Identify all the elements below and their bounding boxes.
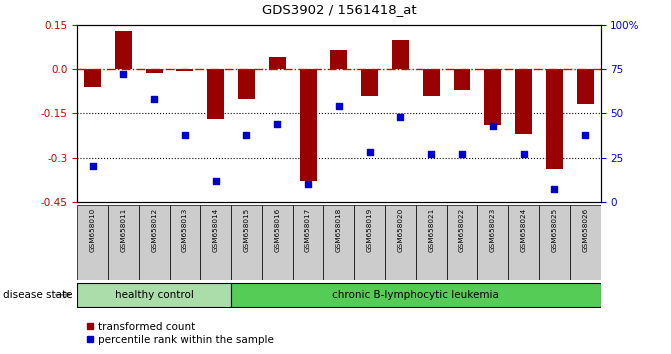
Bar [477, 205, 508, 280]
Text: GSM658012: GSM658012 [151, 207, 157, 252]
Point [149, 96, 160, 102]
Text: GSM658015: GSM658015 [244, 207, 250, 252]
Bar [515, 69, 532, 134]
Bar [570, 205, 601, 280]
Bar [293, 205, 323, 280]
Point [487, 123, 498, 129]
Bar [508, 205, 539, 280]
Text: GSM658013: GSM658013 [182, 207, 188, 252]
Bar [77, 205, 108, 280]
Text: GSM658020: GSM658020 [397, 207, 403, 252]
Text: healthy control: healthy control [115, 290, 193, 300]
Bar [385, 205, 416, 280]
Bar [576, 69, 594, 104]
Text: GSM658014: GSM658014 [213, 207, 219, 252]
Bar [423, 69, 440, 96]
Point [580, 132, 590, 137]
Bar [354, 205, 385, 280]
Point [272, 121, 282, 127]
Text: GSM658019: GSM658019 [366, 207, 372, 252]
Point [333, 103, 344, 109]
Text: GSM658023: GSM658023 [490, 207, 496, 252]
Bar [539, 205, 570, 280]
Point [303, 181, 313, 187]
Bar [299, 69, 317, 181]
Text: GSM658021: GSM658021 [428, 207, 434, 252]
Text: GSM658024: GSM658024 [521, 207, 527, 252]
Text: GSM658017: GSM658017 [305, 207, 311, 252]
Bar [361, 69, 378, 96]
Bar [231, 283, 601, 307]
Text: GSM658018: GSM658018 [336, 207, 342, 252]
Point [549, 187, 560, 192]
Point [395, 114, 406, 120]
Text: GDS3902 / 1561418_at: GDS3902 / 1561418_at [262, 3, 416, 16]
Point [210, 178, 221, 183]
Bar [84, 69, 101, 87]
Text: GSM658025: GSM658025 [552, 207, 558, 252]
Point [518, 151, 529, 157]
Text: chronic B-lymphocytic leukemia: chronic B-lymphocytic leukemia [332, 290, 499, 300]
Bar [108, 205, 139, 280]
Bar [201, 205, 231, 280]
Bar [262, 205, 293, 280]
Bar [392, 40, 409, 69]
Bar [416, 205, 447, 280]
Point [426, 151, 437, 157]
Bar [269, 57, 286, 69]
Point [241, 132, 252, 137]
Bar [176, 69, 193, 70]
Bar [323, 205, 354, 280]
Point [364, 149, 375, 155]
Bar [170, 205, 201, 280]
Text: GSM658011: GSM658011 [120, 207, 126, 252]
Bar [238, 69, 255, 98]
Bar [546, 69, 563, 169]
Legend: transformed count, percentile rank within the sample: transformed count, percentile rank withi… [83, 317, 278, 349]
Text: GSM658026: GSM658026 [582, 207, 588, 252]
Point [118, 72, 129, 77]
Bar [115, 31, 132, 69]
Text: GSM658010: GSM658010 [89, 207, 95, 252]
Bar [77, 283, 231, 307]
Bar [447, 205, 477, 280]
Bar [207, 69, 224, 119]
Bar [454, 69, 470, 90]
Bar [231, 205, 262, 280]
Text: GSM658016: GSM658016 [274, 207, 280, 252]
Bar [139, 205, 170, 280]
Point [457, 151, 468, 157]
Point [87, 164, 98, 169]
Bar [484, 69, 501, 125]
Bar [330, 50, 348, 69]
Bar [146, 69, 162, 74]
Text: disease state: disease state [3, 290, 73, 300]
Text: GSM658022: GSM658022 [459, 207, 465, 252]
Point [180, 132, 191, 137]
